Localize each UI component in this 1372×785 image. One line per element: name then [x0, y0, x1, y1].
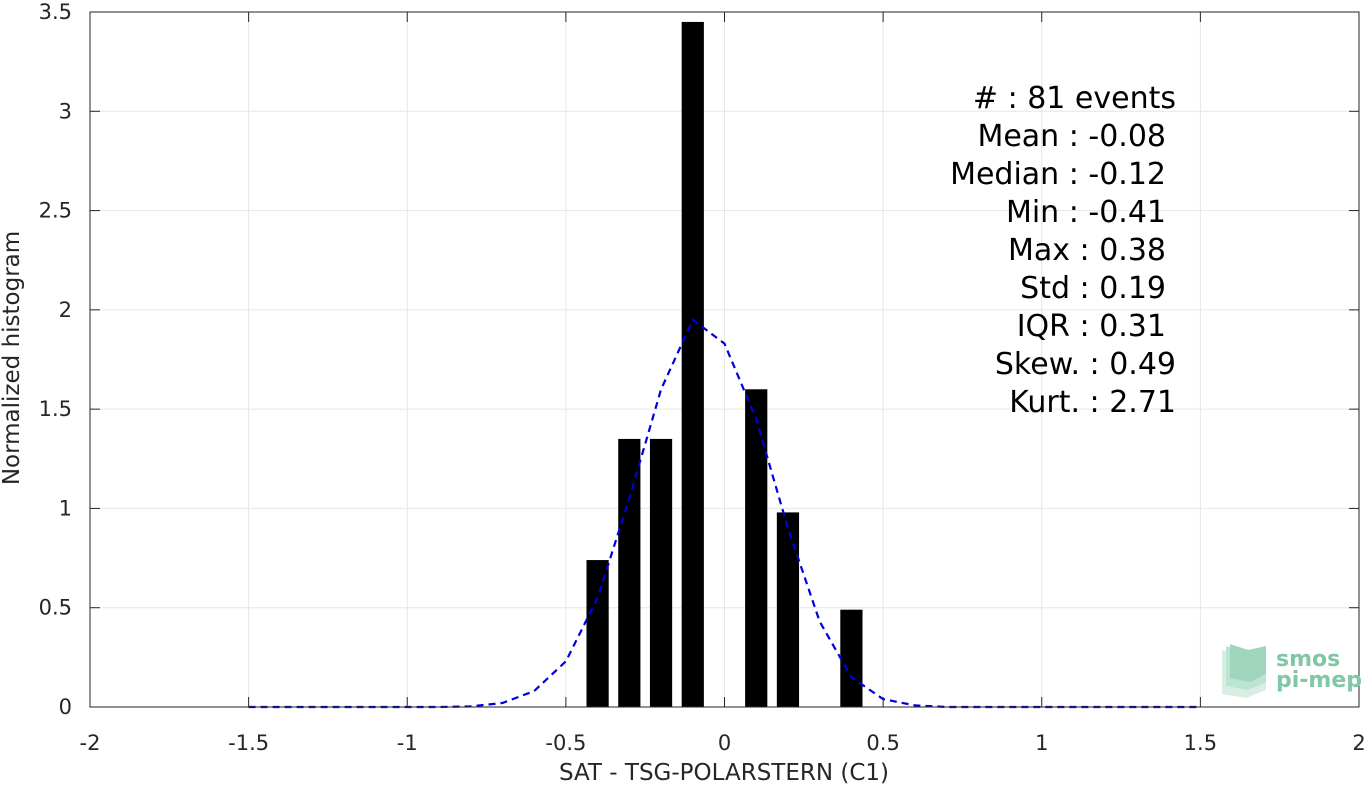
histogram-bar-4	[745, 389, 768, 707]
bars	[586, 21, 863, 707]
stat-kurt: Kurt. : 2.71	[1009, 385, 1176, 420]
x-tick-label-1: -1.5	[228, 731, 269, 755]
y-tick-label-2: 1	[59, 496, 72, 520]
y-tick-label-3: 1.5	[39, 397, 72, 421]
x-axis-label: SAT - TSG-POLARSTERN (C1)	[559, 760, 889, 785]
x-tick-label-0: -2	[80, 731, 101, 755]
y-tick-label-1: 0.5	[39, 596, 72, 620]
y-tick-label-7: 3.5	[39, 0, 72, 24]
x-tick-label-4: 0	[718, 731, 731, 755]
histogram-bar-3	[681, 21, 704, 707]
histogram-bar-0	[586, 560, 609, 707]
tick-labels: -2 -1.5 -1 -0.5 0 0.5 1 1.5 2 0 0.5 1 1.5 2 2.5 3 3.5	[39, 0, 1366, 755]
x-tick-label-3: -0.5	[545, 731, 586, 755]
y-tick-label-4: 2	[59, 298, 72, 322]
stat-skew: Skew. : 0.49	[995, 347, 1176, 382]
y-tick-label-6: 3	[59, 99, 72, 123]
x-tick-label-7: 1.5	[1184, 731, 1217, 755]
logo-text-pi-mep: pi-mep	[1276, 668, 1362, 693]
x-tick-label-5: 0.5	[866, 731, 899, 755]
stat-count: # : 81 events	[973, 81, 1176, 116]
stats-box: # : 81 events Mean : -0.08 Median : -0.1…	[950, 81, 1176, 420]
histogram-bar-5	[776, 512, 800, 707]
stat-mean: Mean : -0.08	[977, 119, 1166, 154]
stat-std: Std : 0.19	[1020, 271, 1166, 306]
histogram-bar-1	[618, 438, 641, 707]
stat-min: Min : -0.41	[1006, 195, 1166, 230]
stat-median: Median : -0.12	[950, 157, 1166, 192]
logo-text-smos: smos	[1276, 647, 1340, 672]
x-tick-label-6: 1	[1035, 731, 1048, 755]
logo-layers-icon	[1222, 644, 1266, 698]
y-tick-label-5: 2.5	[39, 199, 72, 223]
histogram-bar-6	[840, 609, 863, 707]
axes	[89, 11, 1360, 708]
x-tick-label-2: -1	[397, 731, 418, 755]
y-tick-label-0: 0	[59, 695, 72, 719]
x-tick-label-8: 2	[1352, 731, 1365, 755]
stat-max: Max : 0.38	[1008, 233, 1166, 268]
histogram-bar-2	[649, 438, 673, 707]
y-axis-label: Normalized histogram	[0, 231, 25, 485]
smos-pi-mep-logo: smos pi-mep	[1222, 644, 1362, 698]
stat-iqr: IQR : 0.31	[1017, 309, 1166, 344]
